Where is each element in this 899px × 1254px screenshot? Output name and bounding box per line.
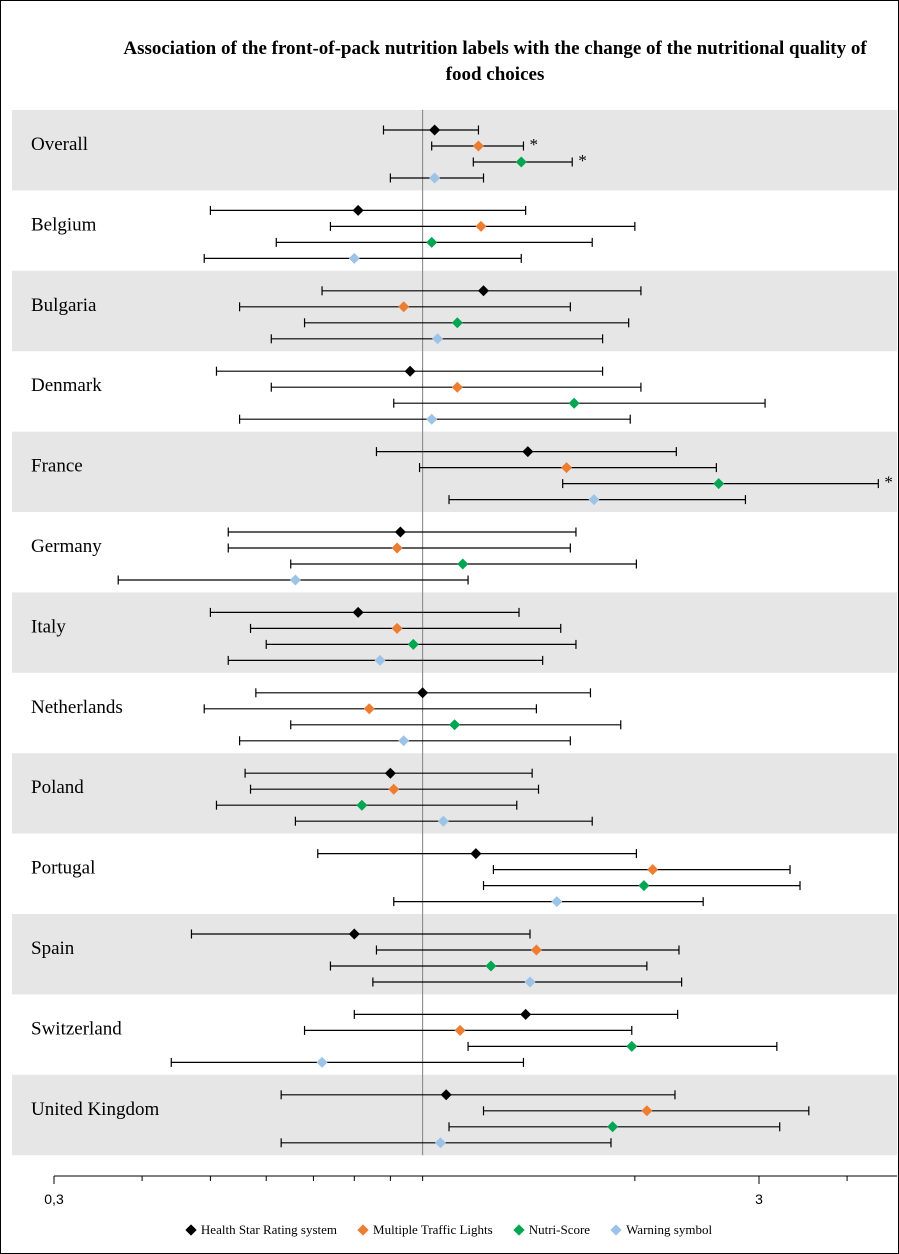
estimate-point xyxy=(485,960,497,972)
estimate-point xyxy=(568,397,580,409)
legend-marker-icon xyxy=(357,1224,369,1236)
significance-marker: * xyxy=(529,135,538,154)
estimate-point xyxy=(551,896,563,908)
estimate-point xyxy=(454,1024,466,1036)
legend-marker-icon xyxy=(610,1224,622,1236)
group-label: Belgium xyxy=(31,214,97,235)
group-band xyxy=(12,431,897,512)
estimate-point xyxy=(647,864,659,876)
estimate-point xyxy=(530,944,542,956)
group-label: France xyxy=(31,456,83,477)
estimate-point xyxy=(426,413,438,425)
group-label: Denmark xyxy=(31,375,102,396)
estimate-point xyxy=(713,478,725,490)
x-tick-label: 3 xyxy=(755,1191,763,1207)
estimate-point xyxy=(638,880,650,892)
legend-item-nutri-score: Nutri-Score xyxy=(513,1222,591,1238)
estimate-point xyxy=(607,1121,619,1133)
estimate-point xyxy=(363,703,375,715)
group-band xyxy=(12,270,897,352)
estimate-point xyxy=(434,1137,446,1149)
estimate-point xyxy=(522,446,534,458)
estimate-point xyxy=(404,365,416,377)
significance-marker: * xyxy=(578,151,587,170)
estimate-point xyxy=(316,1056,328,1068)
estimate-point xyxy=(391,622,403,634)
group-label: Switzerland xyxy=(31,1018,122,1039)
group-band xyxy=(12,1074,897,1156)
group-label: Overall xyxy=(31,134,88,155)
legend-item-health-star: Health Star Rating system xyxy=(185,1222,338,1238)
estimate-point xyxy=(515,156,527,168)
estimate-point xyxy=(394,526,406,538)
legend-item-warning-symbol: Warning symbol xyxy=(610,1222,713,1238)
estimate-point xyxy=(348,252,360,264)
estimate-point xyxy=(470,848,482,860)
legend-item-traffic-lights: Multiple Traffic Lights xyxy=(357,1222,493,1238)
estimate-point xyxy=(588,494,600,506)
estimate-point xyxy=(417,687,429,699)
estimate-point xyxy=(352,204,364,216)
legend-label: Warning symbol xyxy=(626,1222,713,1237)
group-label: Bulgaria xyxy=(31,295,97,316)
estimate-point xyxy=(356,799,368,811)
estimate-point xyxy=(451,381,463,393)
group-label: United Kingdom xyxy=(31,1099,159,1120)
x-tick-label: 0,3 xyxy=(44,1191,64,1207)
chart-title: Association of the front-of-pack nutriti… xyxy=(123,38,867,85)
legend-label: Nutri-Score xyxy=(528,1222,591,1237)
group-label: Spain xyxy=(31,938,75,959)
estimate-point xyxy=(478,285,490,297)
estimate-point xyxy=(426,236,438,248)
group-label: Netherlands xyxy=(31,697,123,718)
legend-label: Health Star Rating system xyxy=(200,1222,338,1237)
group-band xyxy=(12,110,897,191)
group-label: Italy xyxy=(31,616,66,637)
estimate-point xyxy=(374,654,386,666)
significance-marker: * xyxy=(884,473,893,492)
estimate-point xyxy=(626,1040,638,1052)
estimate-point xyxy=(384,767,396,779)
legend-label: Multiple Traffic Lights xyxy=(373,1222,493,1237)
group-label: Poland xyxy=(31,777,84,798)
estimate-point xyxy=(561,462,573,474)
estimate-point xyxy=(388,783,400,795)
estimate-point xyxy=(451,317,463,329)
estimate-point xyxy=(391,542,403,554)
estimate-point xyxy=(429,172,441,184)
estimate-point xyxy=(457,558,469,570)
estimate-point xyxy=(429,124,441,136)
estimate-point xyxy=(472,140,484,152)
estimate-point xyxy=(437,815,449,827)
estimate-point xyxy=(398,735,410,747)
estimate-point xyxy=(398,301,410,313)
estimate-point xyxy=(348,928,360,940)
estimate-point xyxy=(524,976,536,988)
group-band xyxy=(12,753,897,834)
group-band xyxy=(12,592,897,673)
estimate-point xyxy=(407,638,419,650)
estimate-point xyxy=(475,220,487,232)
estimate-point xyxy=(432,333,444,345)
group-label: Germany xyxy=(31,536,102,557)
estimate-point xyxy=(641,1105,653,1117)
group-label: Portugal xyxy=(31,858,95,879)
legend: Health Star Rating system Multiple Traff… xyxy=(0,1218,899,1242)
group-band xyxy=(12,914,897,995)
estimate-point xyxy=(289,574,301,586)
estimate-point xyxy=(440,1089,452,1101)
estimate-point xyxy=(449,719,461,731)
estimate-point xyxy=(520,1008,532,1020)
estimate-point xyxy=(352,606,364,618)
legend-marker-icon xyxy=(185,1224,197,1236)
legend-marker-icon xyxy=(513,1224,525,1236)
